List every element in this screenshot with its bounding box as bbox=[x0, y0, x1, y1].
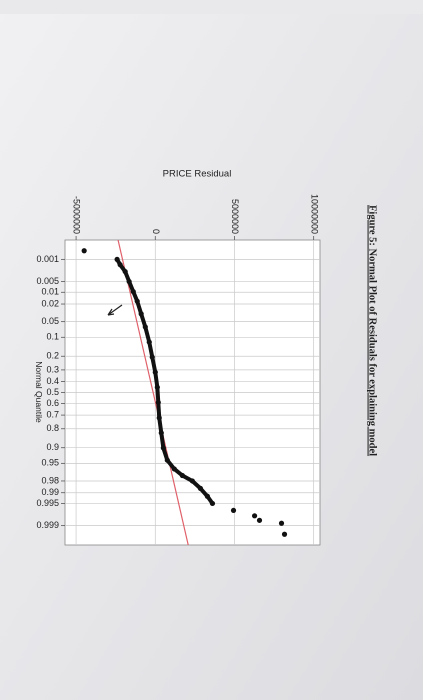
y-tick-label: 0.2 bbox=[46, 351, 59, 361]
point bbox=[278, 520, 285, 526]
x-tick-label: -5000000 bbox=[72, 196, 82, 234]
y-tick-label: 0.4 bbox=[46, 376, 59, 386]
arrow-annotation bbox=[107, 304, 123, 316]
x-tick-label: 5000000 bbox=[230, 199, 240, 234]
point bbox=[281, 531, 288, 537]
y-tick-label: 0.001 bbox=[36, 254, 59, 264]
y-tick-label: 0.95 bbox=[41, 458, 59, 468]
y-tick-label: 0.98 bbox=[41, 475, 59, 485]
point-curve bbox=[115, 258, 215, 505]
y-tick-label: 0.9 bbox=[46, 442, 59, 452]
y-tick-label: 0.99 bbox=[41, 487, 59, 497]
y-tick-label: 0.01 bbox=[41, 287, 59, 297]
y-axis-label: Normal Quantile bbox=[34, 361, 44, 423]
y-tick-label: 0.3 bbox=[46, 364, 59, 374]
fit-line bbox=[117, 239, 189, 546]
y-tick-label: 0.1 bbox=[46, 332, 59, 342]
top-strip bbox=[0, 0, 423, 14]
point bbox=[256, 517, 263, 523]
chart-title: Figure 5: Normal Plot of Residuals for e… bbox=[367, 205, 378, 456]
y-tick-label: 0.5 bbox=[46, 387, 59, 397]
y-tick-label: 0.005 bbox=[36, 276, 59, 286]
x-tick-label: 10000000 bbox=[309, 194, 319, 234]
y-tick-label: 0.7 bbox=[46, 409, 59, 419]
y-tick-label: 0.6 bbox=[46, 398, 59, 408]
y-tick-label: 0.02 bbox=[41, 298, 59, 308]
point bbox=[81, 248, 87, 254]
point bbox=[230, 507, 237, 514]
y-tick-label: 0.8 bbox=[46, 423, 59, 433]
y-tick-label: 0.995 bbox=[36, 498, 59, 508]
y-tick-label: 0.05 bbox=[41, 316, 59, 326]
y-tick-label: 0.999 bbox=[36, 520, 59, 530]
x-axis-label: PRICE Residual bbox=[163, 169, 232, 180]
point bbox=[251, 513, 258, 519]
x-tick-label: 0 bbox=[151, 229, 161, 234]
